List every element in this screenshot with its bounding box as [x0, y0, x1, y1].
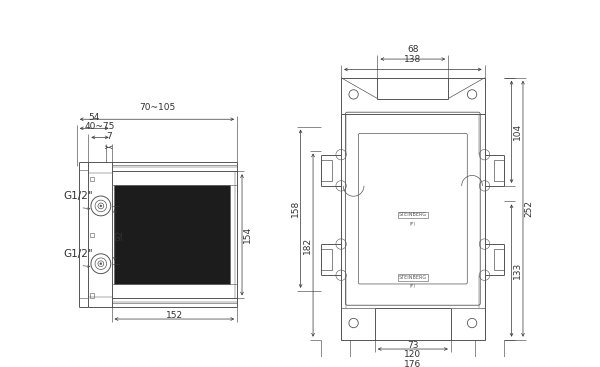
Text: 158: 158 [290, 200, 299, 217]
Circle shape [100, 263, 102, 265]
Text: 7: 7 [106, 131, 112, 141]
Text: 152: 152 [166, 311, 183, 320]
Text: 154: 154 [243, 226, 252, 243]
Bar [90, 233, 94, 237]
Text: [P]: [P] [410, 284, 416, 288]
Text: [P]: [P] [410, 221, 416, 225]
Text: 73: 73 [407, 341, 419, 350]
Text: 104: 104 [512, 123, 521, 141]
Text: 182: 182 [303, 237, 312, 254]
Text: 252: 252 [524, 200, 533, 217]
Text: 54: 54 [89, 113, 100, 121]
Text: G1/2": G1/2" [64, 191, 94, 201]
Text: 176: 176 [404, 360, 421, 367]
Text: STEINBERG: STEINBERG [399, 275, 427, 280]
Text: 133: 133 [512, 262, 521, 279]
Bar [322, 160, 332, 181]
Text: 70~105: 70~105 [139, 103, 175, 112]
Text: G1/2": G1/2" [64, 249, 94, 259]
Text: 68: 68 [407, 45, 419, 54]
Bar [90, 294, 94, 298]
Circle shape [100, 205, 102, 207]
Bar [114, 185, 230, 284]
Text: 92: 92 [116, 229, 125, 240]
Bar [494, 249, 504, 270]
Text: STEINBERG: STEINBERG [399, 212, 427, 218]
Text: 120: 120 [404, 350, 421, 359]
Bar [322, 249, 332, 270]
Text: 138: 138 [404, 55, 421, 64]
Bar [90, 177, 94, 181]
Bar [494, 160, 504, 181]
Text: 40~75: 40~75 [85, 121, 115, 131]
